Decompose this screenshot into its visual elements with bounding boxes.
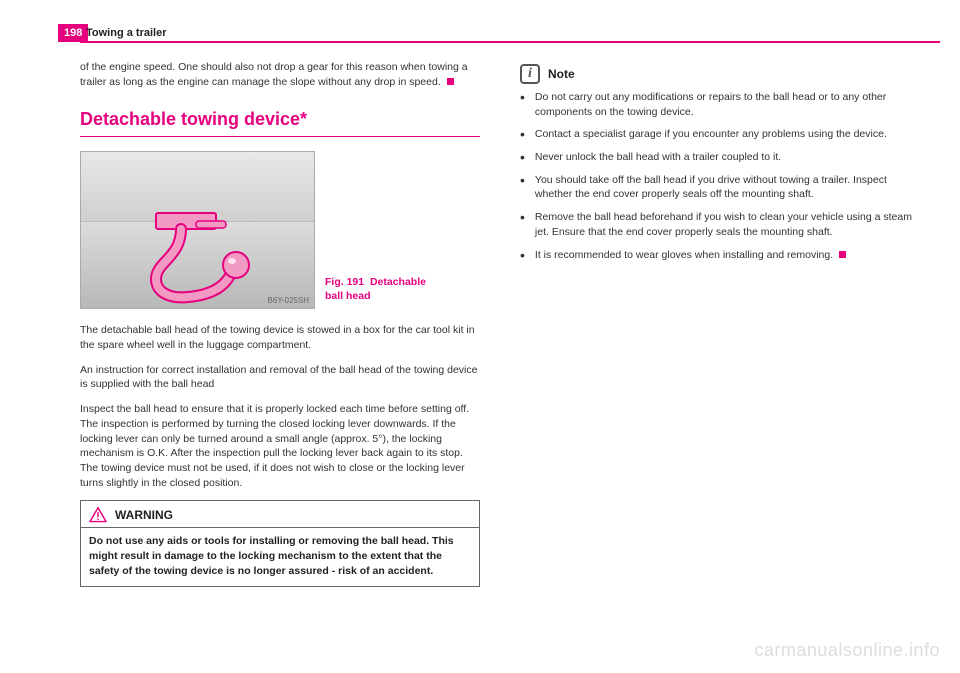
- content-columns: of the engine speed. One should also not…: [80, 60, 920, 643]
- watermark: carmanualsonline.info: [754, 640, 940, 661]
- chapter-title: Towing a trailer: [80, 27, 166, 39]
- bullet-dot: •: [520, 127, 525, 142]
- bullet-dot: •: [520, 90, 525, 119]
- note-title: Note: [548, 67, 575, 81]
- figure-caption: Fig. 191 Detachable ball head: [325, 276, 445, 309]
- section-heading: Detachable towing device*: [80, 109, 480, 130]
- bullet-dot: •: [520, 248, 525, 263]
- figure-ref: Fig. 191: [325, 276, 364, 288]
- bullet-text: You should take off the ball head if you…: [535, 173, 920, 202]
- body-para-0: The detachable ball head of the towing d…: [80, 323, 480, 352]
- bullet-text: It is recommended to wear gloves when in…: [535, 248, 846, 263]
- bullet-text: Do not carry out any modifications or re…: [535, 90, 920, 119]
- bullet-dot: •: [520, 150, 525, 165]
- bullet-dot: •: [520, 210, 525, 239]
- figure-wrap: B6Y-025SH Fig. 191 Detachable ball head: [80, 151, 480, 309]
- note-header: i Note: [520, 64, 920, 84]
- intro-text: of the engine speed. One should also not…: [80, 61, 468, 88]
- figure-code: B6Y-025SH: [267, 296, 309, 305]
- section-end-mark: [447, 78, 454, 85]
- intro-paragraph: of the engine speed. One should also not…: [80, 60, 480, 89]
- heading-rule: [80, 136, 480, 137]
- bullet-text: Contact a specialist garage if you encou…: [535, 127, 887, 142]
- bullet-text: Remove the ball head beforehand if you w…: [535, 210, 920, 239]
- warning-body: Do not use any aids or tools for install…: [81, 528, 479, 586]
- note-bullet-5: • It is recommended to wear gloves when …: [520, 248, 920, 263]
- note-bullet-0: • Do not carry out any modifications or …: [520, 90, 920, 119]
- section-end-mark: [839, 251, 846, 258]
- bullet-text-inner: It is recommended to wear gloves when in…: [535, 249, 833, 261]
- note-bullet-4: • Remove the ball head beforehand if you…: [520, 210, 920, 239]
- warning-title: WARNING: [115, 508, 173, 522]
- note-bullet-1: • Contact a specialist garage if you enc…: [520, 127, 920, 142]
- warning-box: WARNING Do not use any aids or tools for…: [80, 500, 480, 587]
- figure-illustration: B6Y-025SH: [80, 151, 315, 309]
- info-icon: i: [520, 64, 540, 84]
- warning-triangle-icon: [89, 507, 107, 523]
- warning-header: WARNING: [81, 501, 479, 528]
- ball-head-drawing: [136, 207, 286, 307]
- header-bar: Towing a trailer: [80, 24, 940, 43]
- body-para-1: An instruction for correct installation …: [80, 363, 480, 392]
- bullet-text: Never unlock the ball head with a traile…: [535, 150, 781, 165]
- note-bullet-2: • Never unlock the ball head with a trai…: [520, 150, 920, 165]
- note-bullet-3: • You should take off the ball head if y…: [520, 173, 920, 202]
- bullet-dot: •: [520, 173, 525, 202]
- body-para-2: Inspect the ball head to ensure that it …: [80, 402, 480, 490]
